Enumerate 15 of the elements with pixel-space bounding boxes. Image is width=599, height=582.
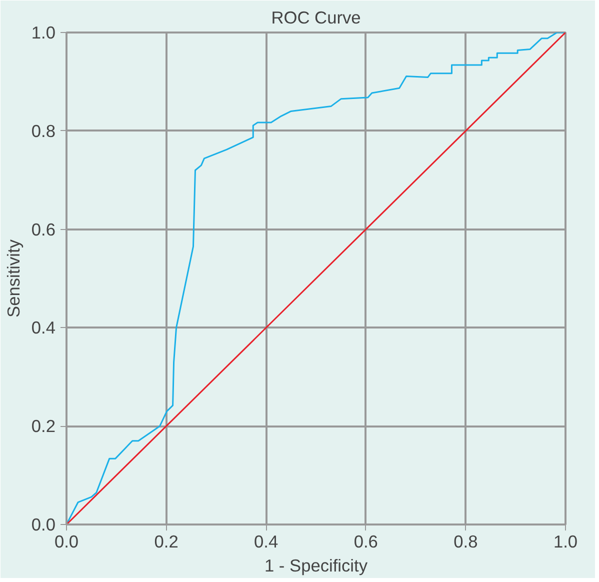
y-tick-label: 0.2 [31,416,56,436]
x-tick-label: 1.0 [553,532,578,552]
x-tick-label: 0.6 [354,532,378,552]
x-tick-label: 0.2 [154,532,178,552]
y-tick-label: 0.6 [31,219,56,240]
x-tick-label: 0.0 [54,532,79,552]
y-axis-title: Sensitivity [3,239,24,318]
y-tick-label: 0.4 [31,318,56,338]
y-tick-label: 1.0 [31,22,56,42]
chart-title: ROC Curve [271,8,361,28]
x-tick-label: 0.8 [454,532,478,552]
x-axis-title: 1 - Specificity [264,556,368,576]
y-tick-label: 0.0 [31,514,56,534]
x-tick-label: 0.4 [254,532,279,552]
y-tick-label: 0.8 [31,120,56,141]
